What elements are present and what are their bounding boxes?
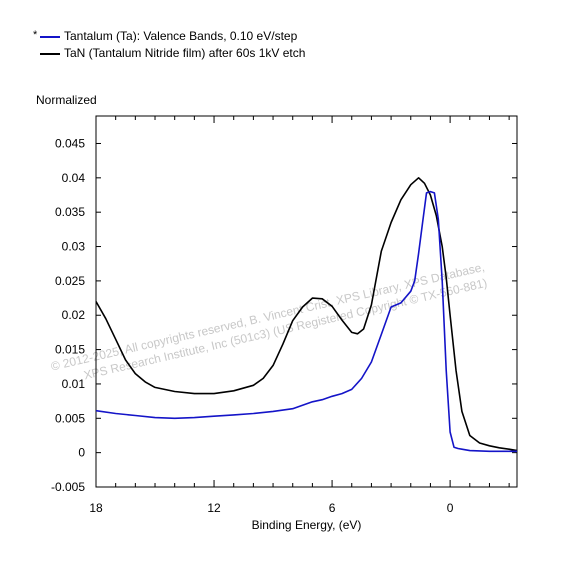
y-tick-label: 0.045 xyxy=(55,136,85,150)
y-tick-label: 0.015 xyxy=(55,343,85,357)
y-tick-label: 0.005 xyxy=(55,411,85,425)
y-tick-label: 0.035 xyxy=(55,205,85,219)
watermark-line-1: © 2012-2025, All copyrights reserved, B.… xyxy=(50,260,486,374)
series-group xyxy=(95,177,518,453)
series-line-tan xyxy=(95,177,518,452)
y-tick-label: -0.005 xyxy=(51,480,85,494)
y-tick-label: 0.03 xyxy=(62,240,86,254)
legend-entry-tan: TaN (Tantalum Nitride film) after 60s 1k… xyxy=(40,45,305,61)
legend-swatch-ta xyxy=(40,35,60,38)
y-tick-label: 0.01 xyxy=(62,377,86,391)
y-axis-ticks: -0.005 0 0.005 0.01 0.015 0.02 0.025 0.03 0.035 0… xyxy=(51,136,517,494)
x-tick-label: 0 xyxy=(447,501,454,515)
legend: * Tantalum (Ta): Valence Bands, 0.10 eV/… xyxy=(0,0,574,70)
legend-label-tan: TaN (Tantalum Nitride film) after 60s 1k… xyxy=(64,46,306,60)
x-tick-label: 18 xyxy=(89,501,103,515)
legend-label-ta: Tantalum (Ta): Valence Bands, 0.10 eV/st… xyxy=(64,29,298,43)
legend-entry-ta: Tantalum (Ta): Valence Bands, 0.10 eV/st… xyxy=(40,28,297,44)
watermark-line-2: XPS Research Institute, Inc (501c3) (US … xyxy=(82,276,488,383)
legend-swatch-tan xyxy=(40,52,60,55)
y-tick-label: 0.025 xyxy=(55,274,85,288)
legend-marker: * xyxy=(33,29,38,41)
y-axis-title: Normalized xyxy=(36,93,97,107)
x-tick-label: 12 xyxy=(207,501,221,515)
y-tick-label: 0.02 xyxy=(62,308,86,322)
y-tick-label: 0.04 xyxy=(62,171,86,185)
x-tick-label: 6 xyxy=(329,501,336,515)
series-line-ta xyxy=(95,190,517,453)
x-axis-title: Binding Energy, (eV) xyxy=(252,518,362,532)
y-tick-label: 0 xyxy=(78,446,85,460)
x-axis-ticks: 18 12 6 0 xyxy=(89,116,510,515)
